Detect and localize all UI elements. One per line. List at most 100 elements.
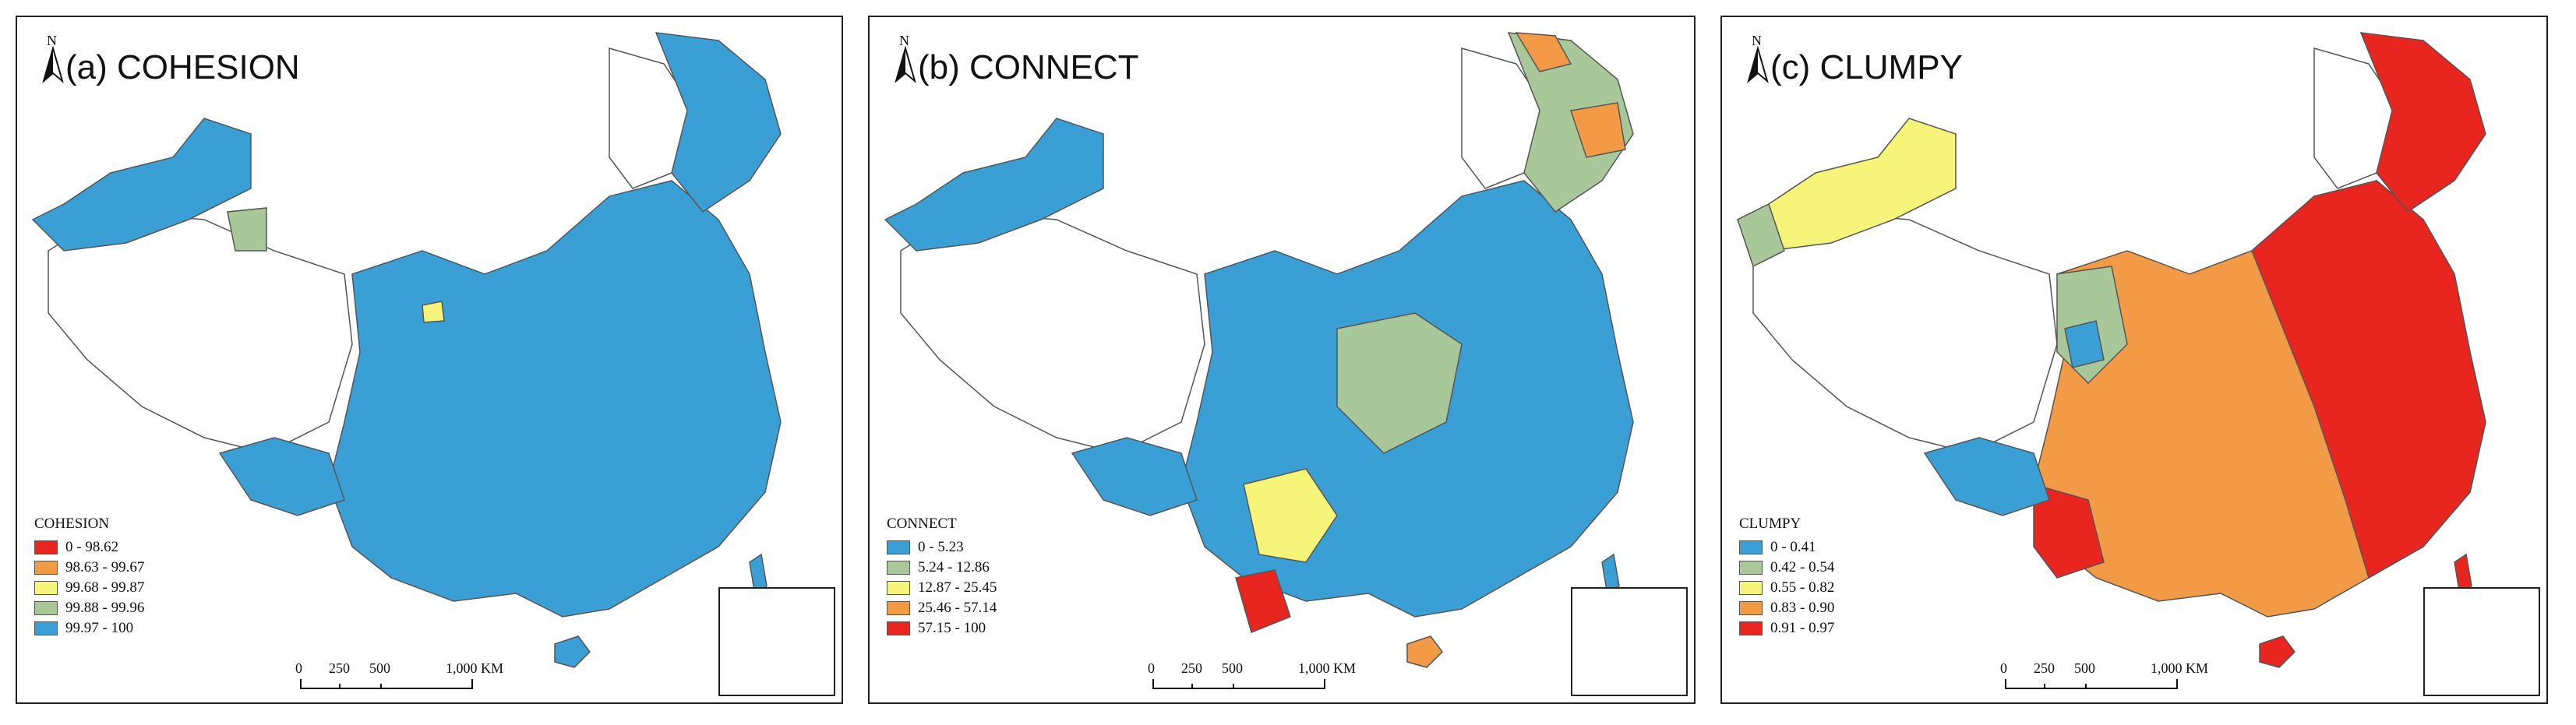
region-fill (1736, 118, 1957, 252)
region-fill (2064, 320, 2105, 368)
legend-swatch (887, 601, 910, 615)
legend-label: 0.55 - 0.82 (1770, 579, 1835, 596)
legend-swatch (1739, 601, 1763, 615)
region-fill-green (1737, 202, 1785, 268)
scale-label: 500 (2074, 660, 2095, 676)
china-choropleth-map (1736, 32, 2486, 668)
legend-swatch (887, 540, 910, 554)
region-fill (655, 32, 782, 213)
legend-label: 99.88 - 99.96 (65, 600, 145, 616)
region-fill (31, 118, 252, 252)
map-panel-clumpy: N (c) CLUMPY CLUMPY 0 - 0.41 0.42 - 0.54… (1720, 16, 2548, 704)
region-fill (328, 180, 782, 618)
no-data-region (1752, 211, 2058, 454)
region-fill (1507, 32, 1634, 213)
legend-swatch (1739, 581, 1763, 595)
legend-item: 0 - 98.62 (34, 537, 144, 558)
region-fill-red (2033, 484, 2105, 579)
legend-title: CLUMPY (1739, 516, 1801, 532)
region-fill (218, 437, 345, 516)
region-fill-orange (1570, 102, 1626, 158)
china-choropleth-map (31, 32, 782, 668)
legend-item: 99.68 - 99.87 (34, 578, 144, 598)
legend-label: 5.24 - 12.86 (918, 559, 990, 575)
map-panel-cohesion: N (a) COHESION COHESION 0 - 98.62 98.63 … (16, 16, 843, 704)
legend-title: COHESION (34, 516, 110, 532)
scale-label: 500 (1222, 660, 1243, 676)
north-label: N (1752, 33, 1762, 48)
legend-item: 98.63 - 99.67 (34, 558, 144, 578)
map-title: (c) CLUMPY (1770, 48, 1963, 86)
region-fill (884, 118, 1104, 252)
region-fill-green (1336, 312, 1463, 454)
legend-label: 57.15 - 100 (918, 620, 986, 636)
legend: COHESION 0 - 98.62 98.63 - 99.67 99.68 -… (34, 516, 144, 639)
legend-label: 0 - 5.23 (918, 539, 964, 555)
north-arrow-icon (895, 45, 916, 83)
north-arrow-icon (42, 45, 64, 83)
scale-label: 1,000 KM (446, 660, 504, 676)
scale-label: 1,000 KM (1298, 660, 1357, 676)
legend-item: 57.15 - 100 (887, 618, 997, 639)
china-choropleth-map (884, 32, 1634, 668)
region-fill (1923, 437, 2050, 516)
legend-label: 0.42 - 0.54 (1770, 559, 1835, 575)
legend-item: 0.55 - 0.82 (1739, 578, 1834, 598)
scale-label: 250 (2034, 660, 2055, 676)
region-fill-yellow (422, 301, 445, 323)
north-label: N (47, 33, 57, 48)
island-region (554, 635, 591, 668)
region-fill-red (1235, 569, 1291, 634)
north-label: N (899, 33, 909, 48)
legend-label: 99.97 - 100 (65, 620, 134, 636)
scale-label: 250 (1181, 660, 1202, 676)
legend-label: 99.68 - 99.87 (65, 579, 145, 596)
map-title: (b) CONNECT (918, 48, 1139, 86)
legend-item: 99.97 - 100 (34, 618, 144, 639)
legend-swatch (1739, 621, 1763, 635)
legend-label: 25.46 - 57.14 (918, 600, 997, 616)
no-data-region (900, 211, 1205, 454)
legend-swatch (887, 581, 910, 595)
legend-item: 99.88 - 99.96 (34, 598, 144, 618)
legend-label: 0.91 - 0.97 (1770, 620, 1835, 636)
map-title: (a) COHESION (65, 48, 300, 86)
map-panel-connect: N (b) CONNECT CONNECT 0 - 5.23 5.24 - 12… (868, 16, 1696, 704)
legend-label: 98.63 - 99.67 (65, 559, 145, 575)
scale-label: 0 (2000, 660, 2007, 676)
legend-swatch (34, 621, 58, 635)
legend-item: 0.42 - 0.54 (1739, 558, 1834, 578)
legend-swatch (34, 561, 58, 575)
region-fill-green (227, 207, 267, 252)
legend-label: 0 - 98.62 (65, 539, 119, 555)
legend-swatch (887, 621, 910, 635)
region-fill-red (2251, 180, 2486, 579)
region-fill (2359, 32, 2486, 213)
south-china-sea-inset (2423, 587, 2540, 696)
legend-item: 0 - 5.23 (887, 537, 997, 558)
legend-swatch (887, 561, 910, 575)
scale-label: 0 (295, 660, 302, 676)
scale-label: 500 (369, 660, 390, 676)
scale-label: 250 (329, 660, 350, 676)
region-fill-yellow (1243, 468, 1338, 563)
legend-item: 0.83 - 0.90 (1739, 598, 1834, 618)
south-china-sea-inset (1571, 587, 1688, 696)
scale-bar: 0 250 500 1,000 KM (1148, 660, 1502, 699)
island-region (1406, 635, 1443, 668)
legend-item: 0 - 0.41 (1739, 537, 1834, 558)
legend: CLUMPY 0 - 0.41 0.42 - 0.54 0.55 - 0.82 … (1739, 516, 1834, 639)
legend-label: 0.83 - 0.90 (1770, 600, 1835, 616)
legend-swatch (34, 540, 58, 554)
legend-swatch (34, 581, 58, 595)
south-china-sea-inset (718, 587, 835, 696)
region-fill (1071, 437, 1198, 516)
north-arrow-icon (1747, 45, 1769, 83)
scale-label: 1,000 KM (2151, 660, 2209, 676)
no-data-region (48, 211, 353, 454)
legend-item: 25.46 - 57.14 (887, 598, 997, 618)
legend-item: 0.91 - 0.97 (1739, 618, 1834, 639)
legend-item: 5.24 - 12.86 (887, 558, 997, 578)
scale-bar: 0 250 500 1,000 KM (2000, 660, 2355, 699)
legend-title: CONNECT (887, 516, 957, 532)
